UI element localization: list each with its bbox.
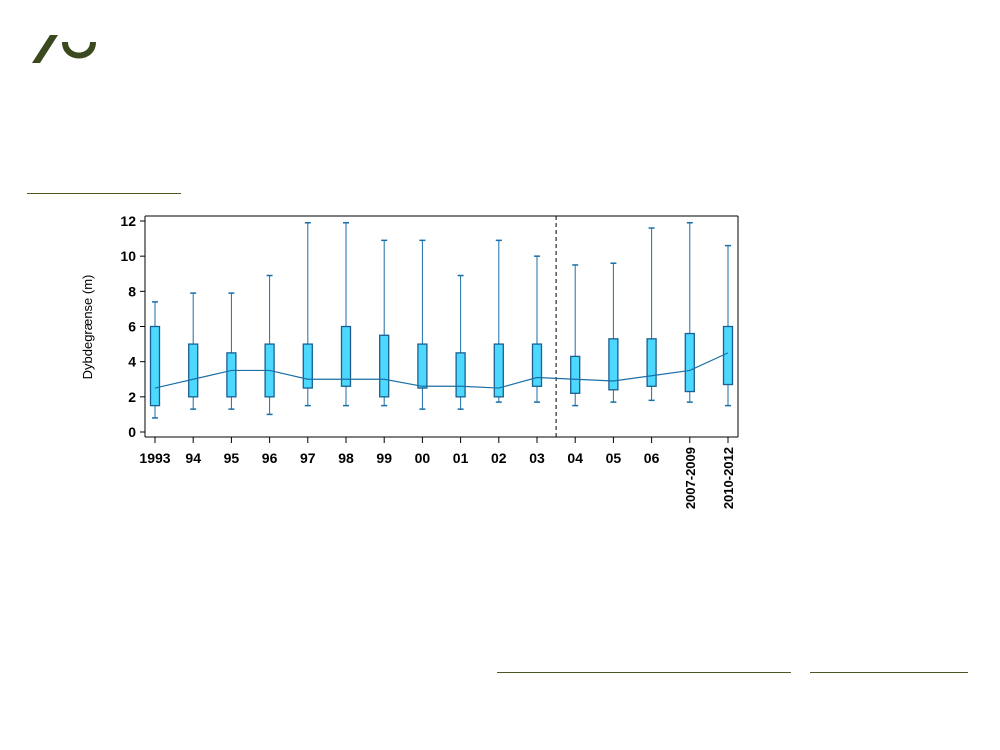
logo-u-mark (62, 42, 96, 59)
x-tick-label: 99 (376, 450, 392, 466)
box-06 (646, 227, 657, 402)
x-tick-label: 03 (529, 450, 545, 466)
interquartile-box (226, 352, 237, 398)
y-axis-label: Dybdegrænse (m) (80, 275, 95, 380)
x-tick-label: 98 (338, 450, 354, 466)
x-tick-label: 06 (644, 450, 660, 466)
y-tick-label: 4 (128, 354, 136, 370)
box-00 (417, 239, 428, 410)
box-01 (455, 274, 466, 410)
box-94 (188, 292, 199, 410)
x-tick-label: 97 (300, 450, 316, 466)
box-05 (608, 262, 619, 403)
x-tick-label: 01 (453, 450, 469, 466)
organization-logo (32, 35, 96, 63)
box-02 (493, 239, 504, 403)
x-tick-label: 2010-2012 (721, 447, 736, 509)
y-axis-ticks: 0 2 4 6 8 10 12 (120, 213, 145, 440)
box-97 (302, 222, 313, 407)
interquartile-box (570, 355, 581, 394)
logo-a-mark (32, 35, 58, 63)
interquartile-box (302, 343, 313, 389)
box-98 (340, 222, 352, 407)
y-tick-label: 2 (128, 389, 136, 405)
interquartile-box (188, 343, 199, 398)
y-tick-label: 10 (120, 248, 136, 264)
plot-frame (144, 215, 739, 438)
x-tick-label: 05 (606, 450, 622, 466)
y-tick-label: 8 (128, 283, 136, 299)
interquartile-box (608, 338, 619, 391)
header-underline (27, 193, 181, 194)
y-tick-label: 12 (120, 213, 136, 229)
box-03 (531, 255, 543, 403)
interquartile-box (722, 325, 734, 386)
interquartile-box (493, 343, 504, 398)
x-tick-label: 94 (185, 450, 201, 466)
interquartile-box (340, 325, 352, 387)
box-04 (570, 264, 581, 407)
box-series (149, 222, 734, 419)
y-tick-label: 6 (128, 319, 136, 335)
median-trend-line (154, 352, 729, 389)
box-2007-2009 (684, 222, 695, 403)
x-axis-ticks: 1993 94 95 96 97 98 99 00 01 02 03 04 05 06 2007-2009 2… (139, 437, 736, 509)
interquartile-box (531, 343, 543, 387)
interquartile-box (417, 343, 428, 389)
x-tick-label: 2007-2009 (683, 447, 698, 509)
box-2010-2012 (722, 244, 734, 407)
interquartile-box (455, 352, 466, 398)
interquartile-box (149, 325, 161, 407)
box-96 (264, 274, 275, 416)
interquartile-box (684, 332, 695, 393)
footer-underline-left (497, 672, 791, 673)
x-tick-label: 04 (567, 450, 583, 466)
box-95 (226, 292, 237, 410)
x-tick-label: 95 (224, 450, 240, 466)
x-tick-label: 96 (262, 450, 278, 466)
x-tick-label: 02 (491, 450, 507, 466)
box-99 (379, 239, 390, 407)
interquartile-box (646, 338, 657, 387)
interquartile-box (379, 334, 390, 398)
y-tick-label: 0 (128, 424, 136, 440)
box-1993 (149, 301, 161, 419)
x-tick-label: 00 (415, 450, 431, 466)
footer-underline-right (810, 672, 968, 673)
x-tick-label: 1993 (139, 450, 170, 466)
